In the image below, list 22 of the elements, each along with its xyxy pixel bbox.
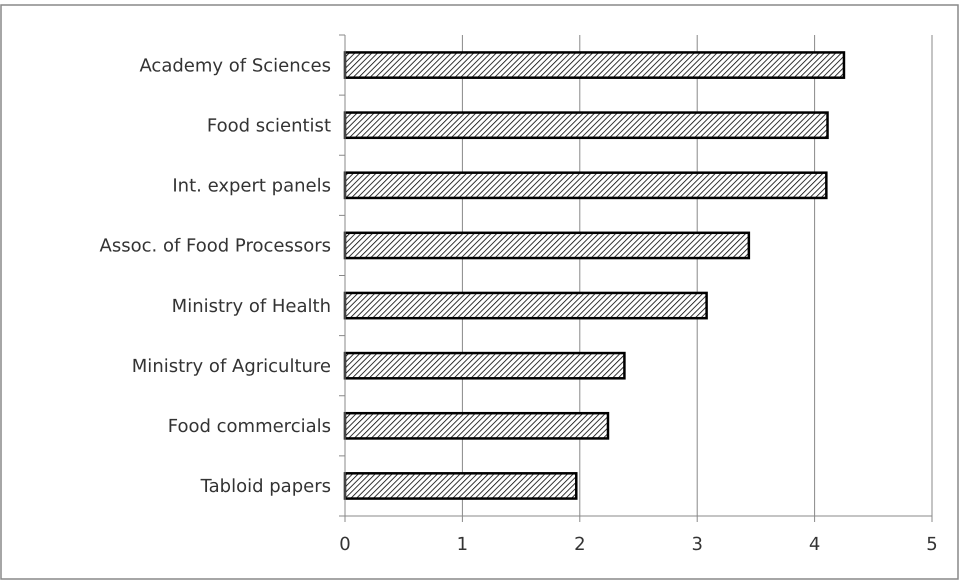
- y-tick-label: Food commercials: [168, 416, 331, 438]
- y-tick-label: Food scientist: [206, 115, 331, 136]
- bar: [344, 472, 578, 500]
- y-tick-label: Academy of Sciences: [139, 55, 331, 76]
- bar: [344, 232, 750, 260]
- x-tick-label: 0: [339, 534, 351, 555]
- y-tick-label: Int. expert panels: [172, 176, 331, 197]
- x-tick-label: 3: [691, 534, 703, 555]
- y-tick-label: Ministry of Agriculture: [132, 356, 331, 377]
- bar: [344, 412, 610, 440]
- y-tick-label: Assoc. of Food Processors: [100, 236, 331, 257]
- x-tick-label: 1: [456, 534, 468, 555]
- x-tick-label: 2: [574, 534, 586, 555]
- bar: [344, 292, 708, 320]
- y-tick-label: Tabloid papers: [200, 476, 331, 498]
- y-tick-label: Ministry of Health: [172, 296, 331, 317]
- bar: [344, 51, 846, 79]
- bar: [344, 111, 829, 140]
- x-tick-label: 5: [926, 534, 938, 555]
- bar: [344, 352, 626, 380]
- x-tick-label: 4: [808, 534, 820, 555]
- bar: [344, 171, 828, 200]
